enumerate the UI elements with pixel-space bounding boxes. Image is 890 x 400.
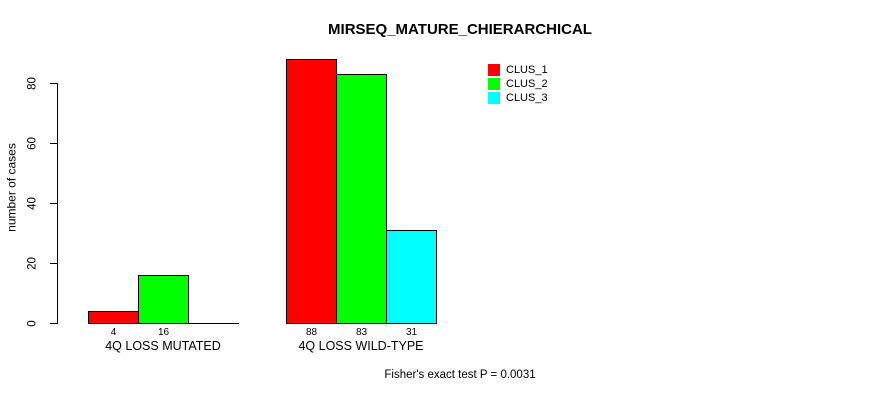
y-axis-tick-label: 40 xyxy=(26,197,39,210)
legend-item: CLUS_1 xyxy=(488,64,548,76)
bar-value-label: 16 xyxy=(157,327,170,338)
legend-item: CLUS_2 xyxy=(488,78,548,90)
y-axis-tick xyxy=(50,323,58,324)
legend-label: CLUS_1 xyxy=(506,64,548,76)
bar-value-label: 83 xyxy=(355,327,368,338)
legend-label: CLUS_2 xyxy=(506,78,548,90)
y-axis-tick xyxy=(50,143,58,144)
y-axis-tick-label: 80 xyxy=(26,77,39,90)
bar-clus_3 xyxy=(386,230,437,324)
chart-title: MIRSEQ_MATURE_CHIERARCHICAL xyxy=(328,21,592,38)
x-category-label: 4Q LOSS WILD-TYPE xyxy=(298,339,424,353)
bar-clus_1 xyxy=(88,311,139,324)
bar-clus_3-zero-baseline xyxy=(188,323,239,324)
legend-item: CLUS_3 xyxy=(488,92,548,104)
legend: CLUS_1 CLUS_2 CLUS_3 xyxy=(488,64,548,106)
bar-value-label: 4 xyxy=(110,327,117,338)
y-axis-tick-label: 20 xyxy=(26,257,39,270)
legend-label: CLUS_3 xyxy=(506,92,548,104)
y-axis-tick-label: 0 xyxy=(26,320,39,327)
y-axis-tick-label: 60 xyxy=(26,137,39,150)
bar-clus_2 xyxy=(336,74,387,324)
bar-value-label: 31 xyxy=(405,327,418,338)
bar-clus_1 xyxy=(286,59,337,324)
y-axis-tick xyxy=(50,83,58,84)
y-axis-tick xyxy=(50,263,58,264)
legend-swatch xyxy=(488,78,500,90)
x-category-label: 4Q LOSS MUTATED xyxy=(105,339,221,353)
legend-swatch xyxy=(488,64,500,76)
annotation-text: Fisher's exact test P = 0.0031 xyxy=(384,369,536,381)
legend-swatch xyxy=(488,92,500,104)
bar-clus_2 xyxy=(138,275,189,324)
bar-value-label: 88 xyxy=(305,327,318,338)
y-axis-tick xyxy=(50,203,58,204)
